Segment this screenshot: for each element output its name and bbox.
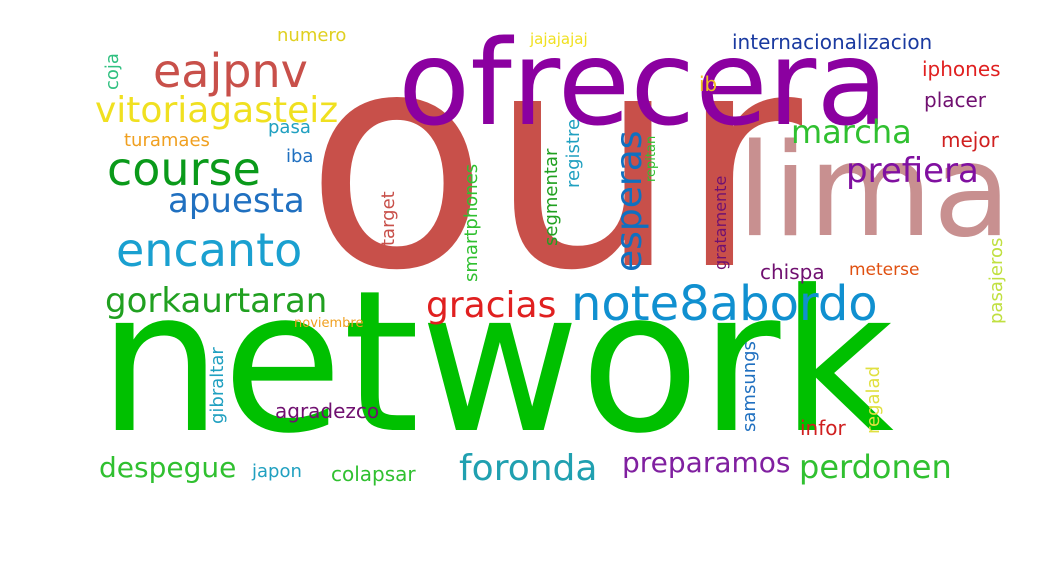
word-samsungs: samsungs	[739, 341, 760, 432]
word-chispa: chispa	[760, 260, 825, 284]
word-japon: japon	[252, 461, 302, 482]
word-numero: numero	[277, 25, 347, 46]
word-lima: lima	[737, 117, 1012, 266]
word-perdonen: perdonen	[799, 448, 952, 486]
word-esperas: esperas	[609, 130, 650, 272]
word-encanto: encanto	[116, 223, 303, 277]
word-gratamente: gratamente	[711, 175, 730, 270]
word-meterse: meterse	[849, 260, 920, 280]
word-course: course	[107, 142, 261, 196]
word-note8abordo: note8abordo	[571, 276, 878, 332]
word-regalad: regalad	[863, 366, 884, 434]
word-internacionalizacion: internacionalizacion	[732, 30, 933, 54]
word-network: network	[98, 249, 894, 477]
word-repitan: repitan	[644, 135, 659, 182]
word-colapsar: colapsar	[331, 462, 416, 486]
word-mejor: mejor	[941, 128, 999, 152]
word-prefiera: prefiera	[846, 151, 979, 191]
word-smartphones: smartphones	[461, 163, 482, 282]
word-registre: registre	[563, 118, 584, 188]
word-despegue: despegue	[99, 451, 237, 484]
word-pasajeros: pasajeros	[986, 237, 1007, 324]
word-noviembre: noviembre	[294, 316, 364, 331]
word-eajpnv: eajpnv	[153, 44, 308, 98]
word-segmentar: segmentar	[541, 148, 562, 246]
word-agradezco: agradezco	[275, 399, 380, 423]
word-marcha: marcha	[791, 113, 912, 151]
word-foronda: foronda	[459, 448, 598, 489]
word-coja: coja	[102, 53, 123, 90]
word-target: target	[378, 191, 399, 246]
word-jajajajaj: jajajajaj	[530, 30, 588, 48]
word-ofrecera: ofrecera	[398, 14, 889, 152]
word-ib: ib	[699, 72, 718, 96]
word-iba: iba	[286, 146, 314, 167]
word-gracias: gracias	[426, 285, 557, 326]
word-preparamos: preparamos	[622, 446, 791, 479]
word-gibraltar: gibraltar	[207, 347, 228, 424]
word-apuesta: apuesta	[168, 181, 305, 221]
word-turamaes: turamaes	[124, 130, 210, 151]
word-our: our	[305, 0, 803, 336]
word-gorkaurtaran: gorkaurtaran	[105, 281, 328, 321]
word-placer: placer	[924, 88, 987, 112]
word-iphones: iphones	[922, 57, 1001, 81]
word-pasa: pasa	[268, 117, 311, 138]
word-infor: infor	[800, 416, 846, 440]
word-vitoriagasteiz: vitoriagasteiz	[95, 90, 339, 131]
